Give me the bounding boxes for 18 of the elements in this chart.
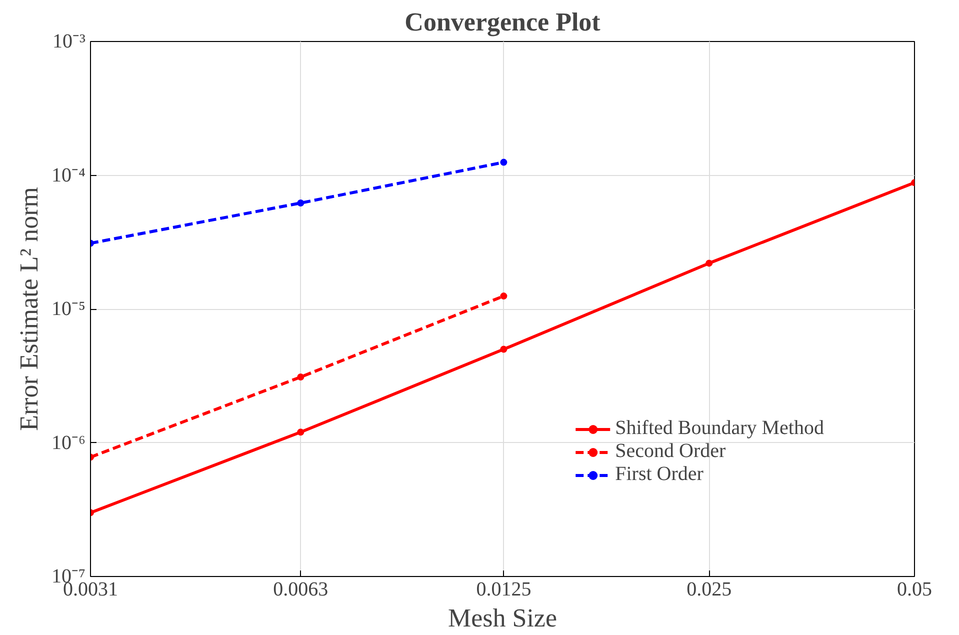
- y-tick-label: 10⁻⁵: [52, 298, 86, 320]
- legend-label: First Order: [615, 463, 704, 486]
- legend-label: Second Order: [615, 440, 726, 463]
- x-tick-label: 0.025: [686, 578, 732, 600]
- point: [500, 346, 508, 353]
- chart-title: Convergence Plot: [404, 8, 601, 36]
- y-tick-label: 10⁻⁴: [52, 164, 86, 186]
- point: [706, 260, 713, 267]
- x-tick-label: 0.05: [897, 578, 932, 600]
- y-tick-label: 10⁻³: [52, 30, 86, 52]
- x-tick-label: 0.0125: [476, 578, 532, 600]
- point: [500, 158, 508, 166]
- y-tick-label: 10⁻⁶: [52, 432, 86, 454]
- x-tick-label: 0.0063: [273, 578, 328, 600]
- legend-label: Shifted Boundary Method: [615, 417, 824, 440]
- point: [500, 292, 508, 300]
- x-axis-title: Mesh Size: [448, 604, 558, 632]
- y-axis-title: Error Estimate L² norm: [14, 187, 44, 431]
